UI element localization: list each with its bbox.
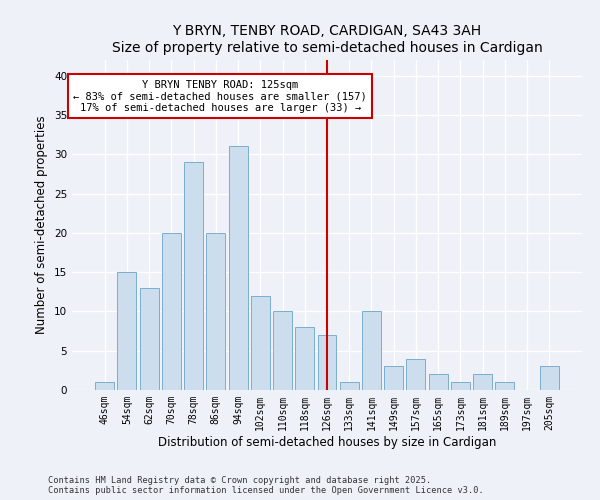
Bar [229,146,248,390]
Bar [251,296,270,390]
Bar [451,382,470,390]
Bar [184,162,203,390]
Bar [273,312,292,390]
Bar [406,358,425,390]
Text: Contains HM Land Registry data © Crown copyright and database right 2025.
Contai: Contains HM Land Registry data © Crown c… [48,476,484,495]
Bar [429,374,448,390]
Bar [162,233,181,390]
Text: Y BRYN TENBY ROAD: 125sqm
← 83% of semi-detached houses are smaller (157)
17% of: Y BRYN TENBY ROAD: 125sqm ← 83% of semi-… [73,80,367,113]
X-axis label: Distribution of semi-detached houses by size in Cardigan: Distribution of semi-detached houses by … [158,436,496,448]
Y-axis label: Number of semi-detached properties: Number of semi-detached properties [35,116,49,334]
Bar [496,382,514,390]
Bar [95,382,114,390]
Bar [540,366,559,390]
Bar [340,382,359,390]
Bar [362,312,381,390]
Bar [118,272,136,390]
Bar [317,335,337,390]
Bar [206,233,225,390]
Bar [384,366,403,390]
Title: Y BRYN, TENBY ROAD, CARDIGAN, SA43 3AH
Size of property relative to semi-detache: Y BRYN, TENBY ROAD, CARDIGAN, SA43 3AH S… [112,24,542,54]
Bar [140,288,158,390]
Bar [295,327,314,390]
Bar [473,374,492,390]
